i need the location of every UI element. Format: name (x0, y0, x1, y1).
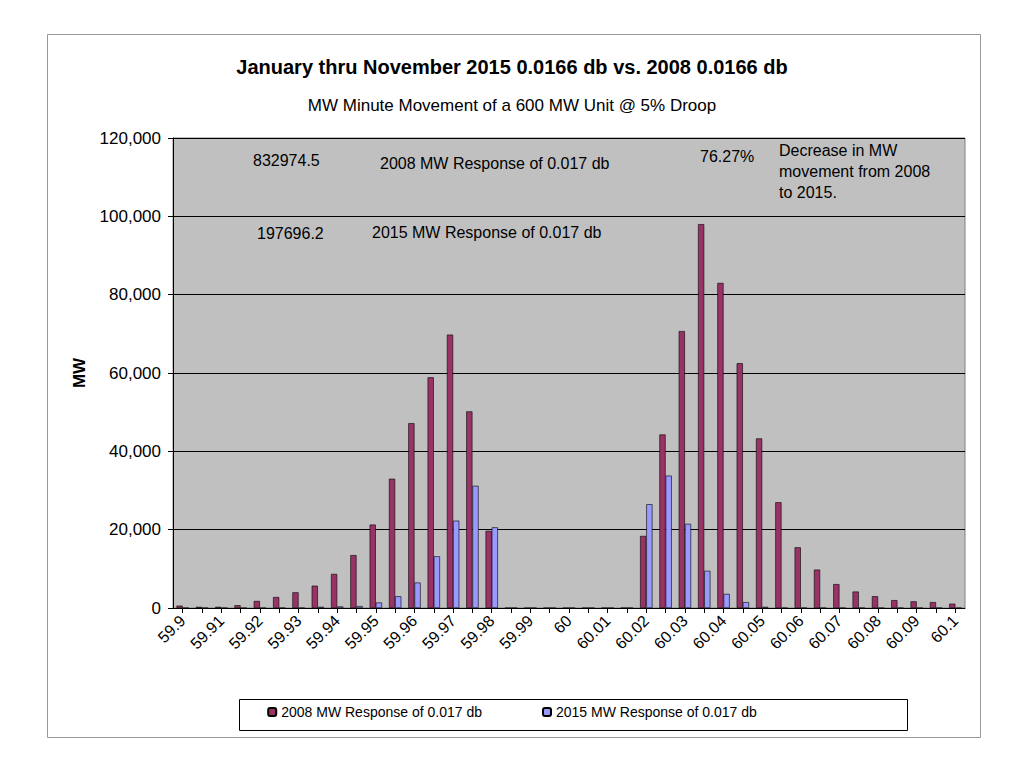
svg-text:to 2015.: to 2015. (779, 184, 837, 201)
svg-text:59.9: 59.9 (155, 612, 189, 646)
svg-text:832974.5: 832974.5 (253, 152, 320, 169)
svg-text:2015 MW Response of 0.017 db: 2015 MW Response of 0.017 db (372, 224, 602, 241)
svg-text:59.94: 59.94 (303, 612, 343, 652)
svg-text:100,000: 100,000 (100, 207, 161, 226)
svg-text:80,000: 80,000 (109, 285, 161, 304)
svg-text:59.98: 59.98 (457, 612, 497, 652)
svg-text:2015 MW Response of 0.017 db: 2015 MW Response of 0.017 db (556, 704, 757, 720)
svg-text:movement from 2008: movement from 2008 (779, 163, 935, 180)
svg-text:60,000: 60,000 (109, 364, 161, 383)
svg-text:59.91: 59.91 (187, 612, 227, 652)
svg-text:0: 0 (152, 599, 161, 618)
svg-text:2008 MW Response of 0.017 db: 2008 MW Response of 0.017 db (281, 704, 482, 720)
svg-text:60.06: 60.06 (767, 612, 807, 652)
svg-text:MW: MW (70, 357, 89, 388)
svg-text:59.99: 59.99 (496, 612, 536, 652)
svg-text:60.04: 60.04 (689, 612, 729, 652)
svg-text:59.96: 59.96 (380, 612, 420, 652)
svg-text:60.09: 60.09 (882, 612, 922, 652)
svg-text:January thru November 2015 0.0: January thru November 2015 0.0166 db vs.… (236, 56, 787, 78)
svg-text:59.93: 59.93 (264, 612, 304, 652)
svg-text:60.08: 60.08 (844, 612, 884, 652)
svg-text:120,000: 120,000 (100, 129, 161, 148)
svg-text:20,000: 20,000 (109, 520, 161, 539)
svg-text:76.27%: 76.27% (700, 148, 754, 165)
svg-text:59.92: 59.92 (226, 612, 266, 652)
svg-text:60.02: 60.02 (612, 612, 652, 652)
svg-text:60: 60 (550, 612, 575, 637)
svg-text:60.1: 60.1 (927, 612, 961, 646)
svg-text:60.05: 60.05 (728, 612, 768, 652)
svg-text:60.01: 60.01 (573, 612, 613, 652)
svg-text:2008 MW Response of 0.017 db: 2008 MW Response of 0.017 db (380, 155, 610, 172)
svg-text:60.03: 60.03 (651, 612, 691, 652)
svg-text:Decrease in MW: Decrease in MW (779, 142, 902, 159)
svg-text:MW Minute Movement of a 600 MW: MW Minute Movement of a 600 MW Unit @ 5%… (308, 96, 716, 115)
svg-text:59.95: 59.95 (342, 612, 382, 652)
svg-text:40,000: 40,000 (109, 442, 161, 461)
svg-text:59.97: 59.97 (419, 612, 459, 652)
svg-text:197696.2: 197696.2 (257, 225, 324, 242)
svg-text:60.07: 60.07 (805, 612, 845, 652)
